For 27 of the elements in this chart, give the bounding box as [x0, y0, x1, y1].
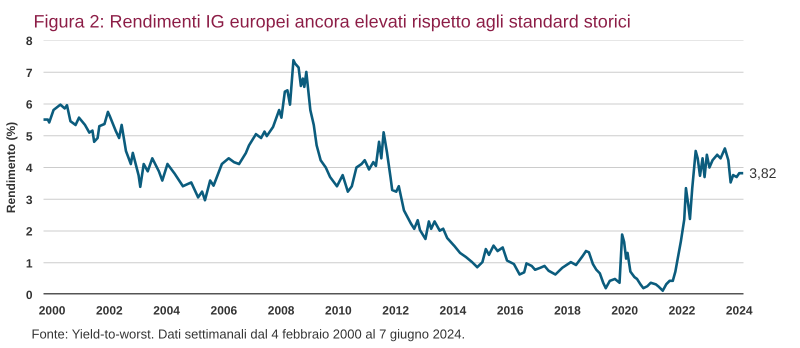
x-tick-label: 2020 — [611, 304, 638, 318]
y-tick-label: 0 — [26, 288, 33, 302]
y-tick-label: 7 — [26, 66, 33, 80]
x-tick-label: 2002 — [96, 304, 124, 318]
y-tick-label: 8 — [26, 34, 33, 48]
x-tick-label: 2014 — [440, 304, 467, 318]
x-tick-label: 2000 — [38, 304, 66, 318]
y-tick-label: 4 — [26, 161, 33, 175]
x-tick-label: 2016 — [496, 304, 524, 318]
x-tick-label: 2012 — [382, 304, 410, 318]
x-tick-label: 2022 — [668, 304, 696, 318]
x-tick-label: 2008 — [268, 304, 295, 318]
x-tick-label: 2010 — [325, 304, 352, 318]
x-tick-label: 2024 — [726, 304, 753, 318]
y-tick-label: 5 — [26, 129, 33, 144]
y-tick-label: 6 — [26, 98, 33, 112]
line-series — [44, 58, 745, 292]
y-tick-label: 2 — [26, 224, 33, 238]
annotation: 3,82 — [749, 165, 777, 182]
y-tick-label: 1 — [26, 256, 33, 270]
y-axis-title: Rendimento (%) — [4, 122, 18, 214]
y-tick-label: 3 — [26, 192, 33, 207]
x-tick-label: 2004 — [153, 304, 180, 318]
chart-title: Figura 2: Rendimenti IG europei ancora elevati rispetto agli standard storici — [34, 12, 631, 32]
x-tick-label: 2018 — [554, 304, 582, 318]
x-tick-label: 2006 — [210, 304, 238, 318]
source-note: Fonte: Yield-to-worst. Dati settimanali dal 4 febbraio 2000 al 7 giugno 2024. — [32, 326, 466, 342]
